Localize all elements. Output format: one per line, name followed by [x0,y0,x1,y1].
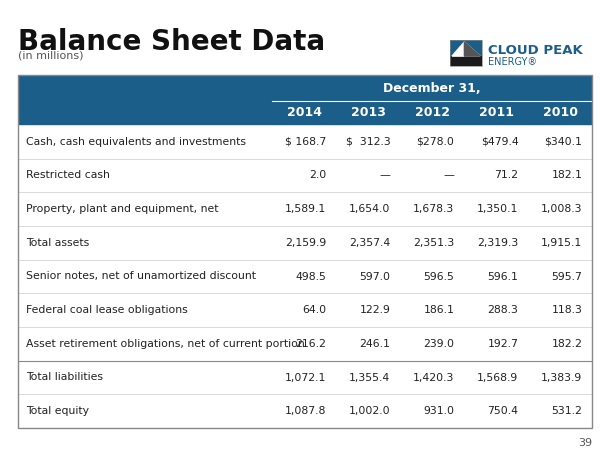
Bar [18,101,592,125]
Text: 2,159.9: 2,159.9 [285,238,326,248]
Text: 1,355.4: 1,355.4 [349,372,390,382]
Text: Senior notes, net of unamortized discount: Senior notes, net of unamortized discoun… [26,272,256,282]
Bar [18,360,592,394]
Text: December 31,: December 31, [383,82,481,94]
Text: Total assets: Total assets [26,238,89,248]
Text: Total equity: Total equity [26,406,89,416]
Text: 1,915.1: 1,915.1 [541,238,583,248]
Text: 182.2: 182.2 [551,339,583,349]
Text: Total liabilities: Total liabilities [26,372,103,382]
Polygon shape [452,42,480,56]
Text: 118.3: 118.3 [551,305,583,315]
Text: 1,568.9: 1,568.9 [477,372,518,382]
Bar [450,40,482,66]
Text: $278.0: $278.0 [417,137,454,147]
Text: 1,589.1: 1,589.1 [285,204,326,214]
Text: 2,357.4: 2,357.4 [349,238,390,248]
Text: 216.2: 216.2 [295,339,326,349]
Text: 2012: 2012 [415,107,450,120]
Bar [18,75,592,101]
Text: 1,072.1: 1,072.1 [285,372,326,382]
Text: $340.1: $340.1 [545,137,583,147]
Text: 64.0: 64.0 [303,305,326,315]
Text: 596.5: 596.5 [423,272,454,282]
Text: 1,654.0: 1,654.0 [349,204,390,214]
Text: 192.7: 192.7 [487,339,518,349]
Text: ENERGY®: ENERGY® [488,57,537,67]
Text: 596.1: 596.1 [487,272,518,282]
Text: 595.7: 595.7 [551,272,583,282]
Text: 2.0: 2.0 [309,170,326,180]
Text: C​LOUD P​EAK: C​LOUD P​EAK [488,44,583,57]
Text: 597.0: 597.0 [359,272,390,282]
Bar [18,327,592,360]
Text: 2013: 2013 [351,107,386,120]
Text: $479.4: $479.4 [481,137,518,147]
Text: Asset retirement obligations, net of current portion: Asset retirement obligations, net of cur… [26,339,305,349]
Text: 186.1: 186.1 [423,305,454,315]
Text: 39: 39 [578,438,592,448]
Text: Restricted cash: Restricted cash [26,170,110,180]
Text: —: — [443,170,454,180]
Text: 2014: 2014 [287,107,321,120]
Polygon shape [464,42,480,56]
Bar [18,260,592,293]
Text: 1,002.0: 1,002.0 [349,406,390,416]
Text: Federal coal lease obligations: Federal coal lease obligations [26,305,188,315]
Bar [18,158,592,192]
Bar [450,56,482,66]
Text: 2010: 2010 [542,107,578,120]
Bar [18,75,592,428]
Text: 750.4: 750.4 [487,406,518,416]
Bar [18,293,592,327]
Text: 1,008.3: 1,008.3 [541,204,583,214]
Text: 1,350.1: 1,350.1 [477,204,518,214]
Bar [450,40,482,66]
Text: 239.0: 239.0 [423,339,454,349]
Text: 1,383.9: 1,383.9 [541,372,583,382]
Text: Property, plant and equipment, net: Property, plant and equipment, net [26,204,218,214]
Text: 2011: 2011 [478,107,514,120]
Bar [18,226,592,260]
Text: $ 168.7: $ 168.7 [285,137,326,147]
Text: 1,087.8: 1,087.8 [285,406,326,416]
Text: 288.3: 288.3 [487,305,518,315]
Text: 2,319.3: 2,319.3 [477,238,518,248]
Text: Cash, cash equivalents and investments: Cash, cash equivalents and investments [26,137,246,147]
Text: $  312.3: $ 312.3 [346,137,390,147]
Text: 246.1: 246.1 [359,339,390,349]
Text: 71.2: 71.2 [494,170,518,180]
Text: 498.5: 498.5 [295,272,326,282]
Text: 2,351.3: 2,351.3 [413,238,454,248]
Text: 931.0: 931.0 [423,406,454,416]
Text: (in millions): (in millions) [18,50,84,60]
Bar [18,394,592,428]
Text: Balance Sheet Data: Balance Sheet Data [18,28,325,56]
Bar [18,125,592,158]
Bar [18,192,592,226]
Text: —: — [379,170,390,180]
Text: 122.9: 122.9 [359,305,390,315]
Text: 1,678.3: 1,678.3 [413,204,454,214]
Text: 182.1: 182.1 [551,170,583,180]
Text: 531.2: 531.2 [551,406,583,416]
Text: 1,420.3: 1,420.3 [413,372,454,382]
